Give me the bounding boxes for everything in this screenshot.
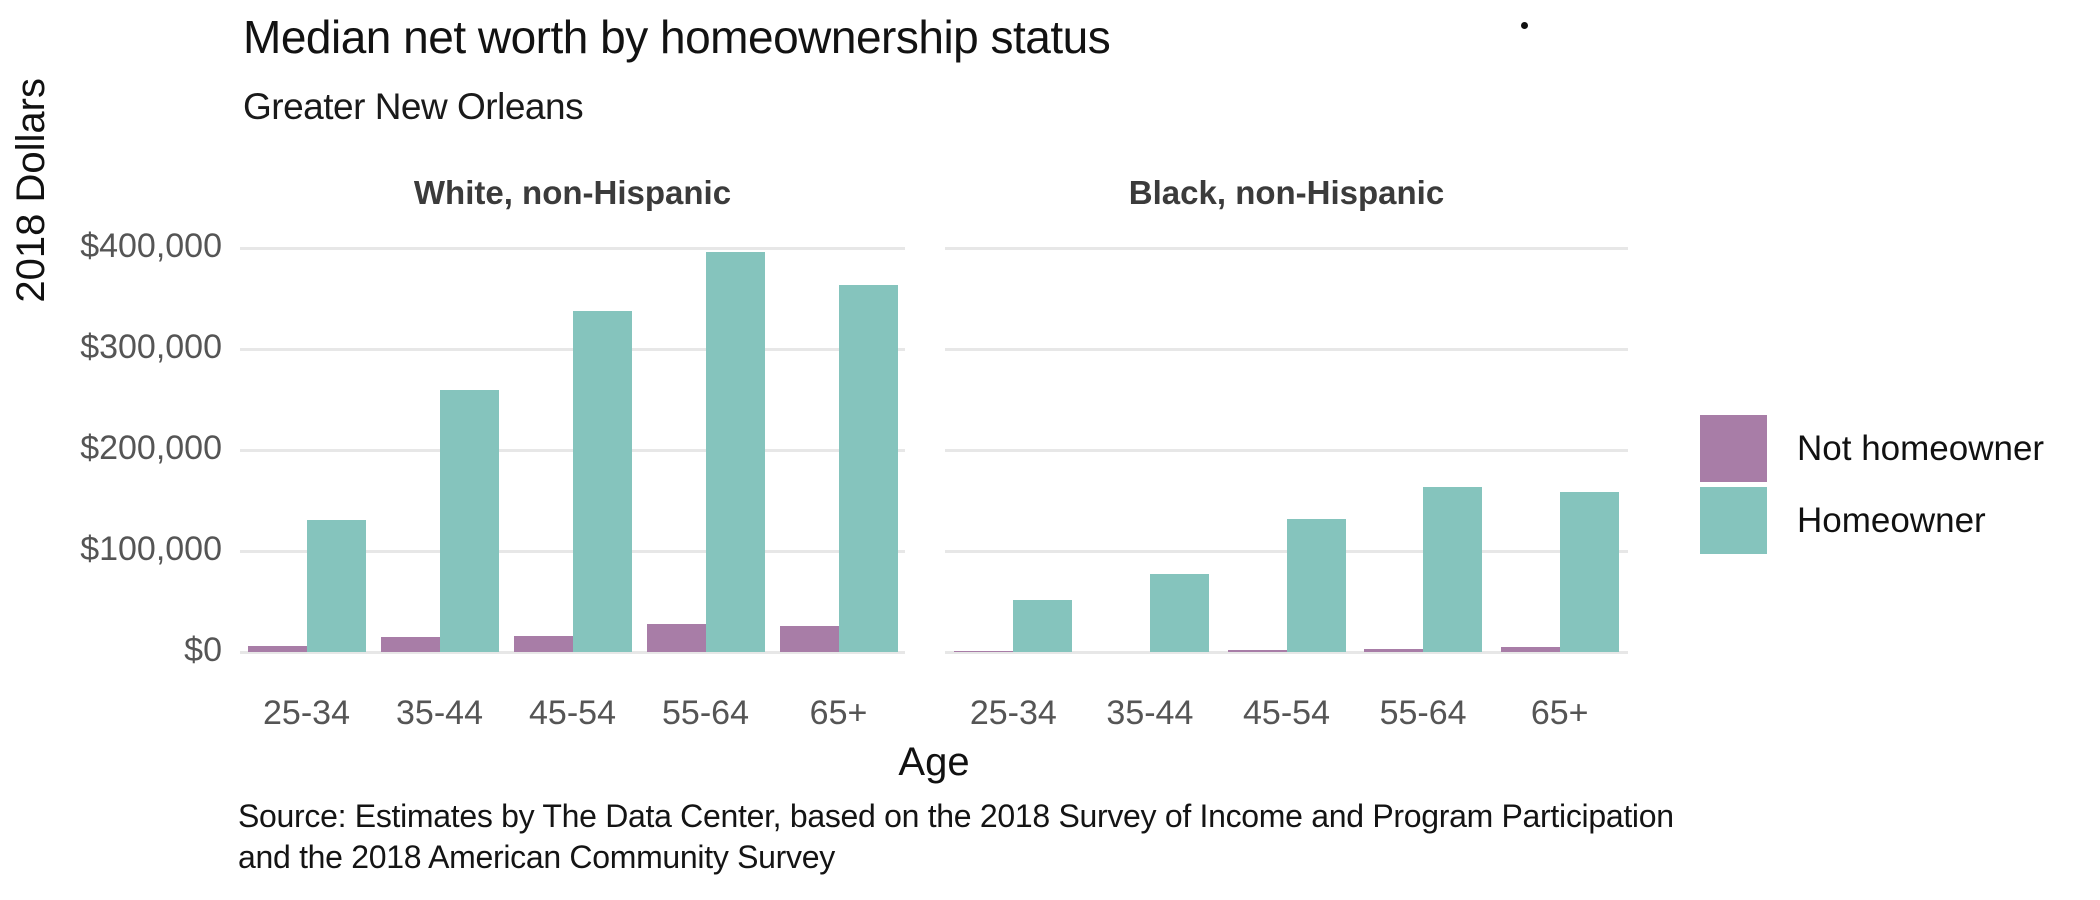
facet-title-white: White, non-Hispanic (413, 174, 732, 211)
bar-not-homeowner-black-non-hispanic-25-34 (954, 651, 1014, 652)
bar-homeowner-black-non-hispanic-25-34 (1013, 600, 1073, 652)
x-tick-label-black-non-hispanic-55-64: 55-64 (1379, 694, 1467, 732)
y-axis-title-wrap: 2018 Dollars (0, 0, 62, 380)
x-tick-label-white-non-hispanic-55-64: 55-64 (662, 694, 749, 732)
stray-dot (1521, 22, 1528, 29)
bar-homeowner-white-non-hispanic-55-64 (705, 252, 765, 652)
x-tick-label-black-non-hispanic-25-34: 25-34 (969, 694, 1057, 732)
bar-homeowner-black-non-hispanic-45-54 (1286, 519, 1346, 652)
legend-label-not-homeowner: Not homeowner (1797, 429, 2045, 468)
y-tick-label-100-000: $100,000 (80, 530, 222, 568)
gridline-black-non-hispanic-400-000 (945, 247, 1628, 250)
bar-not-homeowner-white-non-hispanic-45-54 (513, 636, 573, 652)
gridline-white-non-hispanic-0 (240, 651, 905, 654)
bar-not-homeowner-black-non-hispanic-55-64 (1364, 649, 1424, 652)
gridline-black-non-hispanic-300-000 (945, 348, 1628, 351)
bar-not-homeowner-white-non-hispanic-25-34 (247, 646, 307, 652)
y-tick-label-200-000: $200,000 (80, 429, 222, 467)
legend-label-homeowner: Homeowner (1797, 501, 1986, 540)
bar-not-homeowner-white-non-hispanic-55-64 (646, 624, 706, 652)
bar-homeowner-black-non-hispanic-35-44 (1149, 574, 1209, 652)
x-axis-title: Age (898, 740, 970, 784)
legend-swatch-homeowner (1700, 487, 1767, 554)
bar-homeowner-white-non-hispanic-35-44 (439, 390, 499, 652)
facet-title-black: Black, non-Hispanic (1128, 174, 1445, 211)
source-line-1: Source: Estimates by The Data Center, ba… (238, 798, 1674, 834)
y-tick-label-300-000: $300,000 (80, 328, 222, 366)
bar-homeowner-black-non-hispanic-55-64 (1423, 487, 1483, 652)
source-note: Source: Estimates by The Data Center, ba… (238, 796, 1938, 878)
bar-not-homeowner-black-non-hispanic-65 (1500, 647, 1560, 652)
source-line-2: and the 2018 American Community Survey (238, 839, 835, 875)
bar-homeowner-white-non-hispanic-45-54 (572, 311, 632, 652)
x-tick-label-black-non-hispanic-45-54: 45-54 (1243, 694, 1330, 732)
bar-homeowner-white-non-hispanic-25-34 (306, 520, 366, 652)
gridline-black-non-hispanic-0 (945, 651, 1628, 654)
bar-not-homeowner-white-non-hispanic-35-44 (380, 637, 440, 652)
y-tick-label-0: $0 (184, 631, 222, 669)
legend-swatch-not-homeowner (1700, 415, 1767, 482)
x-tick-label-white-non-hispanic-45-54: 45-54 (529, 694, 616, 732)
chart-subtitle: Greater New Orleans (243, 86, 584, 127)
x-tick-label-black-non-hispanic-65: 65+ (1530, 694, 1589, 732)
x-tick-label-white-non-hispanic-25-34: 25-34 (263, 694, 350, 732)
bar-homeowner-black-non-hispanic-65 (1559, 492, 1619, 652)
y-tick-label-400-000: $400,000 (80, 227, 222, 265)
chart-title: Median net worth by homeownership status (243, 11, 1111, 63)
y-axis-title: 2018 Dollars (8, 77, 53, 303)
bar-not-homeowner-black-non-hispanic-45-54 (1227, 650, 1287, 652)
gridline-black-non-hispanic-200-000 (945, 449, 1628, 452)
gridline-white-non-hispanic-400-000 (240, 247, 905, 250)
bar-homeowner-white-non-hispanic-65 (838, 285, 898, 652)
bar-not-homeowner-white-non-hispanic-65 (779, 626, 839, 652)
x-tick-label-white-non-hispanic-65: 65+ (809, 694, 868, 732)
x-tick-label-black-non-hispanic-35-44: 35-44 (1106, 694, 1194, 732)
x-tick-label-white-non-hispanic-35-44: 35-44 (396, 694, 483, 732)
